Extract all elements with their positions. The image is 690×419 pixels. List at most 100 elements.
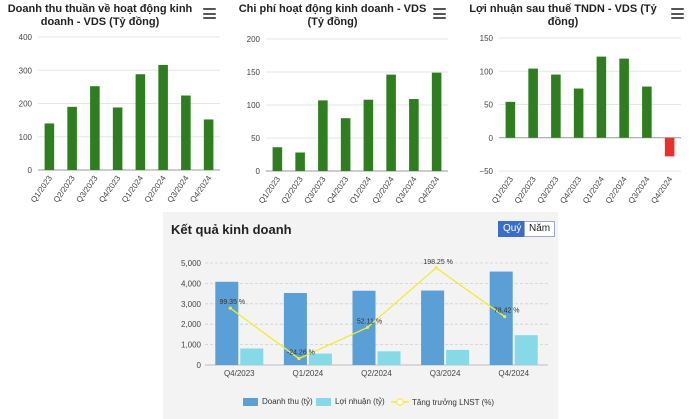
revenue-xtick-label: Q4/2023 xyxy=(97,174,122,205)
revenue-bar xyxy=(44,123,55,170)
profit-xtick-label: Q4/2023 xyxy=(558,175,583,206)
expense-xtick-label: Q1/2024 xyxy=(348,175,373,206)
growth-data-label: 78.42 % xyxy=(494,308,520,315)
legend-swatch-revenue xyxy=(243,397,258,406)
revenue-bar xyxy=(90,86,100,170)
expense-xtick-label: Q3/2024 xyxy=(394,175,419,206)
legend-label-revenue: Doanh thu (tỷ) xyxy=(262,397,313,406)
expense-bar xyxy=(386,74,396,171)
expense-bar xyxy=(295,152,305,171)
expense-xtick-label: Q1/2023 xyxy=(257,175,282,206)
year-toggle-button[interactable]: Năm xyxy=(524,221,556,237)
results-ytick-label: 1,000 xyxy=(181,341,202,350)
profit-bar xyxy=(551,74,561,138)
profit-bar xyxy=(528,68,538,138)
revenue-title-line2: doanh - VDS (Tỷ đồng) xyxy=(40,16,160,28)
expense-ytick-label: 200 xyxy=(247,35,261,44)
legend-item-growth[interactable]: Tăng trưởng LNST (%) xyxy=(391,397,494,407)
revenue-bar xyxy=(352,290,376,365)
profit-xtick-label: Q1/2023 xyxy=(490,175,515,206)
expense-bar xyxy=(318,100,328,171)
revenue-menu-icon[interactable] xyxy=(203,8,216,19)
growth-point xyxy=(503,315,507,319)
revenue-ytick-label: 200 xyxy=(19,100,33,109)
profit-menu-icon[interactable] xyxy=(671,8,684,19)
legend-item-revenue[interactable]: Doanh thu (tỷ) xyxy=(243,397,313,406)
profit-xtick-label: Q2/2024 xyxy=(604,175,629,206)
profit-ytick-label: 150 xyxy=(480,34,494,43)
revenue-ytick-label: 100 xyxy=(19,133,33,142)
results-xtick-label: Q4/2023 xyxy=(224,369,255,378)
expense-xtick-label: Q2/2023 xyxy=(280,175,305,206)
results-ytick-label: 4,000 xyxy=(181,279,202,288)
growth-point xyxy=(365,325,370,330)
expense-xtick-label: Q2/2024 xyxy=(371,175,396,206)
profit-bar xyxy=(664,137,675,157)
quarter-toggle-button[interactable]: Quý xyxy=(498,221,527,237)
profit-ytick-label: −50 xyxy=(479,167,493,176)
results-xtick-label: Q2/2024 xyxy=(361,369,392,378)
expense-bar-chart: 0 50 100 150 200 Q1/2023Q2/2023Q3/2023Q4/2023… xyxy=(247,35,448,206)
profit-xtick-label: Q2/2023 xyxy=(513,175,538,206)
revenue-bar-chart: 0100200300400Q1/2023Q2/2023Q3/2023Q4/202… xyxy=(19,33,220,205)
expense-chart-title: Chi phí hoạt động kinh doanh - VDS (Tỷ đ… xyxy=(230,3,435,29)
profit-chart-panel: Lợi nhuận sau thuế TNDN - VDS (Tỷ đồng) … xyxy=(463,0,690,210)
expense-bar xyxy=(431,72,442,171)
growth-point xyxy=(228,306,232,310)
profit-bar xyxy=(505,101,516,138)
expense-bar xyxy=(272,147,283,171)
profit-title-line2: đồng) xyxy=(547,16,579,28)
profit-xtick-label: Q3/2023 xyxy=(536,175,561,206)
profit-bar-chart: −50 0 50 100 150 Q1/2023Q2/2023Q3/2023Q4/2023… xyxy=(479,34,681,206)
results-ytick-label: 3,000 xyxy=(181,300,202,309)
revenue-xtick-label: Q4/2024 xyxy=(188,174,213,205)
revenue-bar xyxy=(67,106,77,170)
chart-legend: Doanh thu (tỷ) Lợi nhuận (tỷ) Tăng trưởn… xyxy=(163,397,558,411)
profit-bar xyxy=(240,348,264,365)
expense-ytick-label: 100 xyxy=(247,101,261,110)
revenue-xtick-label: Q2/2024 xyxy=(143,174,168,205)
revenue-ytick-label: 0 xyxy=(28,166,33,175)
profit-ytick-label: 50 xyxy=(484,101,493,110)
expense-bar xyxy=(409,99,419,171)
revenue-ytick-label: 300 xyxy=(19,66,33,75)
revenue-bar xyxy=(181,95,191,170)
profit-bar xyxy=(377,351,401,365)
growth-data-label: -24.26 % xyxy=(287,350,315,357)
profit-xtick-label: Q1/2024 xyxy=(581,175,606,206)
legend-label-growth: Tăng trưởng LNST (%) xyxy=(412,397,495,407)
expense-xtick-label: Q4/2023 xyxy=(325,175,350,206)
growth-point xyxy=(297,356,301,361)
revenue-bar xyxy=(203,119,214,170)
profit-bar xyxy=(308,353,332,365)
revenue-bar xyxy=(215,281,239,365)
expense-bar xyxy=(340,118,351,171)
business-results-panel: Kết quả kinh doanh Quý Năm 0 1,000 2,000 3,… xyxy=(163,212,558,419)
results-ytick-label: 0 xyxy=(197,361,202,370)
legend-item-profit[interactable]: Lợi nhuận (tỷ) xyxy=(316,397,385,406)
profit-bar xyxy=(446,349,470,365)
growth-data-label: 52.11 % xyxy=(357,318,382,325)
expense-title-line1: Chi phí hoạt động kinh doanh - VDS xyxy=(238,3,427,15)
legend-swatch-profit xyxy=(316,397,331,406)
expense-ytick-label: 50 xyxy=(251,134,260,143)
growth-data-label: 198.25 % xyxy=(423,259,453,266)
revenue-bar xyxy=(283,292,307,365)
profit-bar xyxy=(514,335,538,365)
results-ytick-label: 5,000 xyxy=(181,259,202,268)
revenue-bar xyxy=(489,271,513,365)
legend-swatch-growth xyxy=(391,398,409,406)
revenue-bar xyxy=(158,64,168,170)
expense-chart-panel: Chi phí hoạt động kinh doanh - VDS (Tỷ đ… xyxy=(230,0,455,210)
results-xtick-label: Q3/2024 xyxy=(430,369,461,378)
expense-menu-icon[interactable] xyxy=(433,8,446,19)
results-ytick-label: 2,000 xyxy=(181,320,202,329)
revenue-title-line1: Doanh thu thuần về hoạt động kinh xyxy=(7,3,193,15)
profit-ytick-label: 0 xyxy=(489,134,494,143)
revenue-bar xyxy=(135,74,146,170)
profit-bar xyxy=(573,88,584,138)
revenue-bar xyxy=(112,107,123,170)
profit-bar xyxy=(642,86,652,138)
profit-xtick-label: Q4/2024 xyxy=(649,175,674,206)
profit-chart-title: Lợi nhuận sau thuế TNDN - VDS (Tỷ đồng) xyxy=(463,3,663,29)
